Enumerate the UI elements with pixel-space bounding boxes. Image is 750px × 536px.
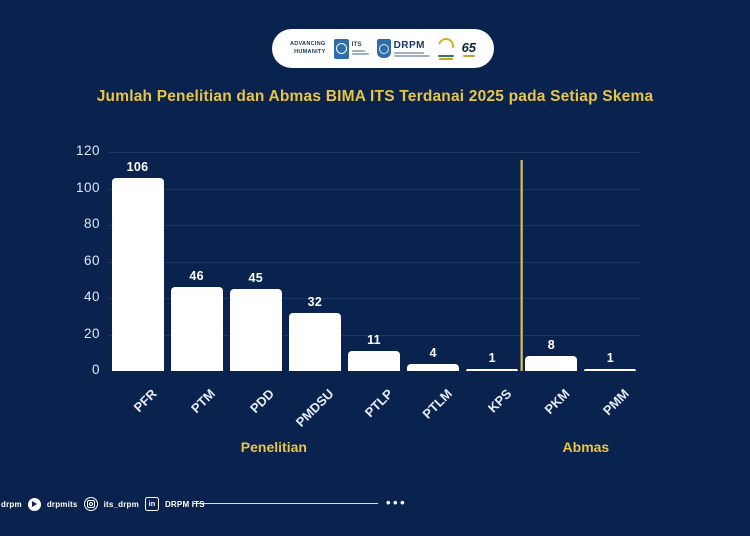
bar-value-label: 45: [248, 271, 264, 285]
drpm-subtitle-line: [393, 55, 430, 57]
bar-pfr: [111, 178, 164, 371]
x-tick-label: PKM: [541, 386, 573, 418]
y-tick-label: 60: [83, 252, 100, 268]
y-tick-label: 120: [75, 143, 100, 158]
x-tick-label: PMM: [599, 386, 633, 419]
youtube-handle[interactable]: drpmits: [46, 499, 78, 509]
bar-value-label: 11: [367, 333, 381, 347]
x-tick-label: PFR: [130, 386, 160, 415]
more-dots-text: •••: [386, 495, 408, 510]
x-tick-label: PTM: [188, 386, 219, 417]
gridline: [108, 298, 640, 299]
gridline: [108, 225, 640, 226]
y-tick-label: 20: [83, 325, 100, 341]
linkedin-icon[interactable]: in: [144, 497, 159, 511]
group-label-penelitian: Penelitian: [240, 439, 307, 455]
bar-ptlm: [407, 364, 460, 371]
bar-kps: [466, 369, 519, 371]
bar-value-label: 8: [547, 338, 555, 352]
bar-pmdsu: [288, 313, 341, 371]
cut-handle-text: drpm: [1, 499, 22, 509]
linkedin-handle[interactable]: DRPM ITS: [164, 499, 205, 509]
x-tick-label: PDD: [247, 386, 278, 417]
bird-subtitle-line: [437, 55, 454, 57]
advancing-humanity-text: ADVANCING HUMANITY: [289, 41, 326, 55]
youtube-icon[interactable]: [27, 497, 41, 511]
x-tick-label: PTLM: [419, 386, 455, 422]
group-label-abmas: Abmas: [562, 439, 610, 455]
drpm-shield-icon: [376, 39, 391, 58]
drpm-logo: DRPM: [376, 39, 430, 58]
bar-value-label: 46: [189, 269, 204, 283]
bar-pdd: [229, 289, 282, 371]
anniversary-bird-logo: [434, 34, 457, 60]
bar-ptlp: [348, 351, 400, 371]
bar-ptm: [170, 287, 223, 371]
anniversary-65-label: 65: [461, 39, 477, 55]
anniversary-65-logo: 65: [462, 41, 476, 57]
bird-swoosh-icon: [434, 34, 457, 57]
chart-title: Jumlah Penelitian dan Abmas BIMA ITS Ter…: [96, 88, 654, 105]
its-subtitle-line: [351, 50, 365, 52]
its-subtitle-line: [351, 53, 369, 55]
y-tick-label: 40: [83, 289, 100, 304]
drpm-logo-label: DRPM: [393, 39, 426, 51]
bar-value-label: 106: [126, 160, 149, 174]
bar-value-label: 1: [606, 351, 615, 365]
gridline: [108, 261, 640, 263]
gridline: [108, 334, 640, 336]
y-tick-label: 0: [91, 362, 100, 377]
footer-social-row: drpm drpmits its_drpm in DRPM ITS: [1, 495, 205, 513]
bird-subtitle-line: [438, 58, 453, 60]
its-emblem-icon: [333, 38, 349, 59]
bar-pmm: [584, 369, 637, 371]
header-logo-pill: ADVANCING HUMANITY ITS DRPM 65: [272, 29, 494, 68]
series-divider-line: [520, 160, 524, 371]
y-tick-label: 80: [83, 216, 100, 231]
instagram-handle[interactable]: its_drpm: [103, 499, 139, 509]
bar-value-label: 32: [307, 295, 323, 309]
x-tick-label: KPS: [484, 386, 514, 416]
drpm-subtitle-line: [393, 52, 424, 54]
gridline: [108, 152, 640, 153]
its-logo: ITS: [333, 38, 369, 59]
its-logo-label: ITS: [351, 41, 362, 49]
anniversary-subtitle-line: [462, 55, 475, 57]
instagram-icon[interactable]: [83, 497, 98, 511]
y-tick-label: 100: [75, 179, 100, 195]
bar-value-label: 4: [429, 346, 437, 360]
bar-pkm: [525, 356, 578, 371]
gridline: [108, 188, 640, 190]
footer-divider-line: [193, 503, 378, 504]
bar-value-label: 1: [488, 351, 496, 365]
x-tick-label: PMDSU: [292, 386, 337, 430]
x-tick-label: PTLP: [361, 386, 396, 421]
